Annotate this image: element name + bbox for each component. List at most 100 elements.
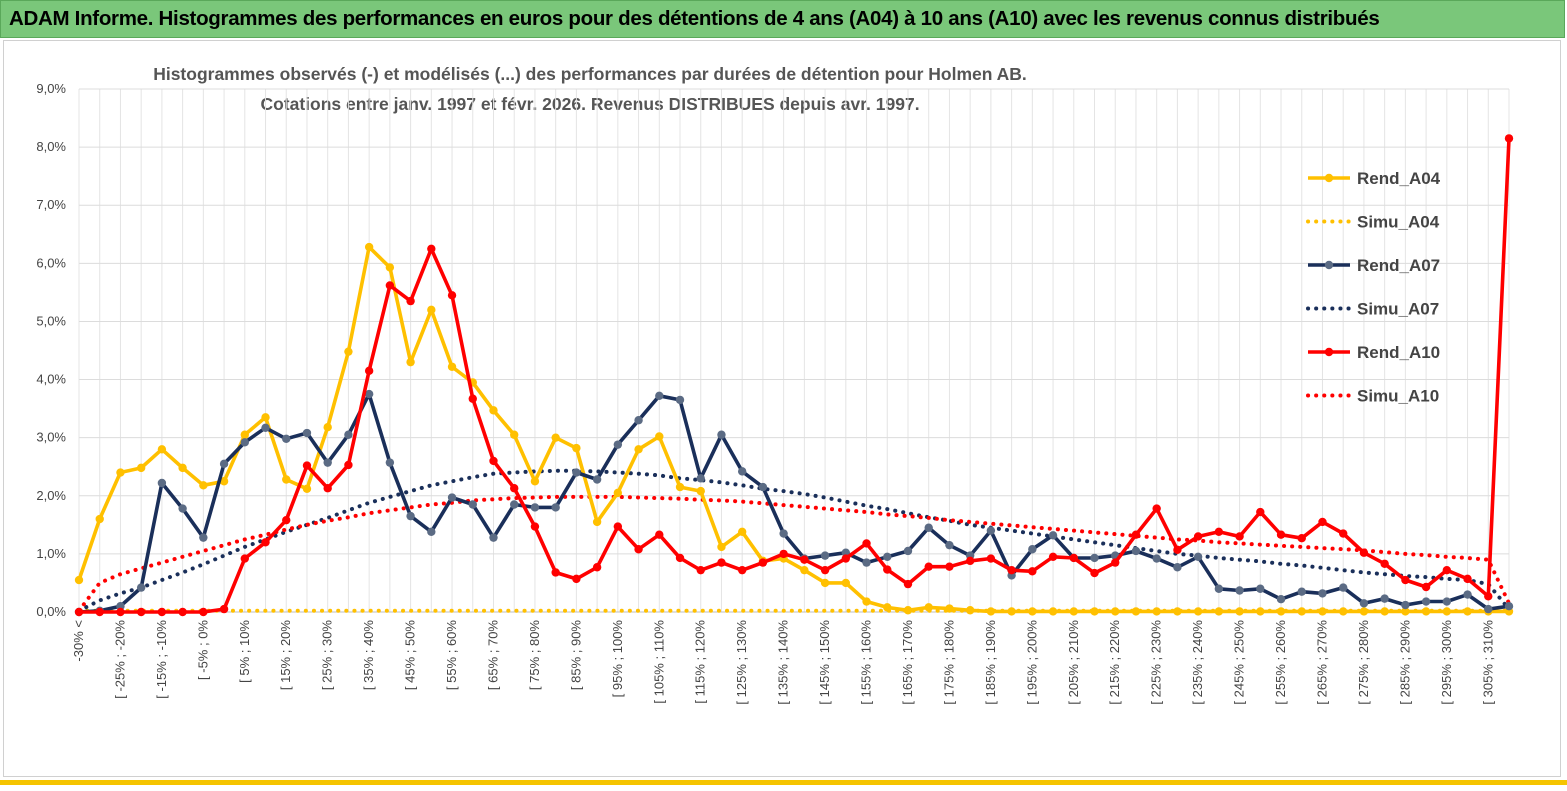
data-point [323, 423, 332, 432]
data-point [903, 606, 913, 615]
data-point [572, 443, 581, 453]
bottom-rule [0, 780, 1567, 785]
data-point [385, 281, 395, 290]
x-tick-label: [ -5% ; 0% [195, 620, 210, 680]
data-point [302, 461, 312, 470]
data-point [406, 357, 415, 367]
data-point [510, 430, 519, 439]
data-point [1380, 559, 1389, 568]
header-banner: ADAM Informe. Histogrammes des performan… [0, 0, 1565, 38]
data-point [945, 562, 954, 571]
data-point [1028, 545, 1037, 554]
data-point [737, 467, 747, 476]
x-tick-label: [ -15% ; -10% [154, 620, 169, 699]
x-tick-label: [ 55% ; 60% [444, 620, 459, 691]
x-tick-label: [ 265% ; 270% [1314, 620, 1329, 705]
data-point [675, 482, 685, 492]
data-point [468, 500, 477, 509]
x-tick-label: -30% < [71, 620, 86, 662]
legend-marker [1324, 347, 1334, 357]
data-point [385, 458, 395, 467]
series-line-rend-a04 [77, 245, 1509, 614]
data-point [199, 533, 208, 542]
data-point [364, 389, 374, 399]
data-point [634, 416, 643, 425]
data-point [717, 542, 726, 552]
data-point [116, 607, 125, 617]
data-point [261, 413, 270, 422]
x-tick-label: [ 165% ; 170% [900, 620, 915, 705]
data-point [1193, 552, 1203, 561]
data-point [136, 463, 146, 473]
data-point [862, 558, 871, 567]
data-point [655, 432, 664, 441]
x-tick-label: [ 95% ; 100% [610, 620, 625, 698]
data-point [1504, 134, 1514, 143]
y-tick-label: 0,0% [36, 604, 66, 619]
data-point [74, 575, 84, 585]
x-tick-label: [ 195% ; 200% [1024, 620, 1039, 705]
data-point [965, 556, 975, 566]
data-point [883, 552, 892, 561]
x-tick-label: [ 115% ; 120% [693, 620, 708, 704]
data-point [592, 475, 602, 484]
data-point [841, 578, 851, 588]
x-tick-label: [ 155% ; 160% [859, 620, 874, 705]
data-point [675, 553, 685, 563]
data-point [551, 503, 560, 512]
data-point [820, 565, 830, 575]
data-point [1359, 548, 1369, 557]
data-point [572, 574, 581, 584]
data-point [903, 579, 913, 589]
data-point [1318, 607, 1327, 616]
y-tick-label: 1,0% [36, 546, 66, 561]
x-tick-label: [ 25% ; 30% [320, 620, 335, 691]
data-point [883, 565, 892, 574]
data-point [1401, 600, 1410, 610]
x-tick-label: [ 235% ; 240% [1190, 620, 1205, 705]
data-point [1173, 563, 1182, 572]
data-point [282, 475, 291, 484]
x-tick-label: [ 205% ; 210% [1066, 620, 1081, 705]
data-point [1504, 601, 1514, 611]
page-title: ADAM Informe. Histogrammes des performan… [9, 7, 1380, 30]
data-point [903, 546, 913, 556]
data-point [364, 366, 374, 376]
legend-label: Rend_A10 [1357, 343, 1440, 362]
y-tick-label: 4,0% [36, 372, 66, 387]
data-point [219, 459, 229, 469]
data-point [344, 430, 353, 439]
data-point [1256, 584, 1265, 593]
data-point [282, 434, 291, 444]
data-point [634, 545, 643, 554]
data-point [862, 539, 871, 548]
data-point [820, 551, 830, 560]
data-point [1463, 607, 1472, 616]
data-point [1401, 607, 1410, 616]
data-point [240, 554, 249, 563]
data-point [1442, 597, 1452, 606]
data-point [261, 538, 270, 547]
y-axis: 0,0% 1,0% 2,0% 3,0% 4,0% 5,0% 6,0% 7,0% 8,0% 9,0% [36, 81, 66, 619]
x-tick-label: [ 295% ; 300% [1439, 620, 1454, 705]
data-point [945, 604, 954, 613]
data-point [385, 263, 395, 272]
data-point [1028, 567, 1037, 576]
data-point [1173, 607, 1182, 616]
x-tick-label: [ 125% ; 130% [734, 620, 749, 705]
data-point [986, 554, 996, 563]
data-point [178, 607, 187, 617]
x-tick-label: [ 175% ; 180% [941, 620, 956, 705]
data-point [1442, 607, 1452, 616]
data-point [530, 503, 540, 512]
data-point [510, 500, 519, 509]
data-point [1193, 532, 1203, 541]
x-tick-label: [ 275% ; 280% [1356, 620, 1371, 705]
data-point [282, 515, 291, 525]
data-point [779, 549, 788, 559]
data-point [1235, 607, 1244, 616]
data-point [717, 430, 726, 439]
x-tick-label: [ 35% ; 40% [361, 620, 376, 691]
data-point [1359, 607, 1369, 616]
